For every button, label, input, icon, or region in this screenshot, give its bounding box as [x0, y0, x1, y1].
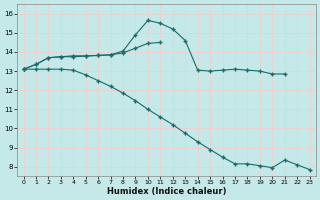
X-axis label: Humidex (Indice chaleur): Humidex (Indice chaleur)	[107, 187, 226, 196]
